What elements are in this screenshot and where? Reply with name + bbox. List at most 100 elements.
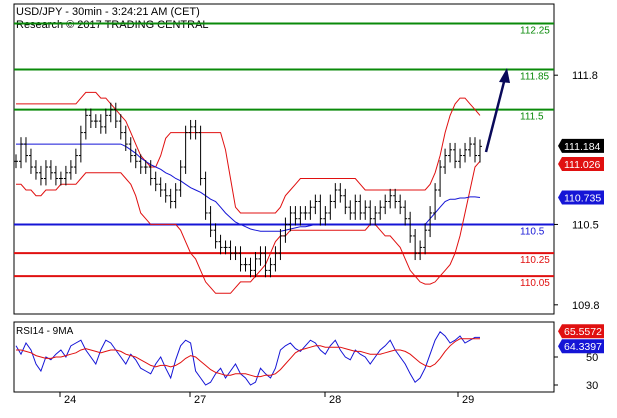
price-bar [373, 206, 378, 226]
price-bar [143, 160, 148, 174]
price-bar [273, 246, 278, 272]
price-bar [348, 200, 353, 220]
price-bar [128, 137, 133, 163]
price-badge-0: 111.184 [558, 138, 604, 153]
price-bar [28, 148, 33, 174]
price-bar [63, 165, 68, 186]
price-bar [398, 194, 403, 215]
price-bar [218, 234, 223, 255]
price-bar [428, 206, 433, 238]
svg-text:65.5572: 65.5572 [564, 326, 602, 338]
price-bar [383, 194, 388, 215]
price-bar [203, 171, 208, 220]
price-bar [453, 142, 458, 169]
level-label-1: 111.85 [520, 71, 550, 82]
svg-text:111.184: 111.184 [564, 141, 601, 153]
rsi-lines [15, 331, 480, 386]
price-bar [393, 188, 398, 209]
price-bar [343, 188, 348, 215]
price-bar [14, 154, 18, 169]
price-bar [473, 137, 478, 163]
price-bar [73, 148, 78, 174]
svg-text:110.735: 110.735 [564, 192, 601, 204]
price-bar [148, 160, 153, 186]
level-label-5: 110.05 [520, 278, 550, 289]
price-badge-2: 110.735 [558, 190, 604, 205]
price-bar [323, 206, 328, 226]
price-bar [178, 160, 183, 197]
price-bar [458, 148, 463, 169]
bollinger-upper-line [16, 91, 481, 214]
price-bar [243, 257, 248, 272]
price-bar [328, 194, 333, 220]
price-bar [253, 252, 258, 278]
x-tick-label: 29 [462, 394, 474, 406]
indicator-lines [16, 91, 481, 294]
price-bar [278, 229, 283, 261]
price-bar [78, 125, 83, 163]
price-bar [23, 137, 28, 163]
price-bar [183, 125, 188, 174]
price-bar [43, 160, 48, 186]
price-bar [193, 119, 198, 140]
price-bar [113, 102, 118, 128]
rsi-line [15, 331, 480, 386]
price-bar [463, 142, 468, 163]
forecast-arrow [484, 68, 510, 153]
price-bar [268, 257, 273, 278]
chart-title: USD/JPY - 30min - 3:24:21 AM (CET) [16, 6, 200, 18]
price-bar [308, 200, 313, 220]
price-bar [363, 200, 368, 220]
rsi-ma-line [16, 338, 480, 378]
price-bar [83, 108, 88, 140]
price-bar [248, 257, 253, 278]
support-resistance-levels: 112.25 111.85 111.5 110.5 110.25 110.05 [14, 22, 554, 289]
price-bar [448, 142, 453, 163]
svg-text:64.3397: 64.3397 [564, 341, 602, 353]
price-bar [388, 188, 393, 209]
price-bar [238, 246, 243, 272]
price-bar [438, 160, 443, 197]
price-bar [318, 194, 323, 226]
price-bar [123, 125, 128, 151]
price-bar [58, 171, 63, 186]
price-bar [153, 171, 158, 192]
price-bar [163, 183, 168, 203]
price-bar [138, 154, 143, 174]
price-bar [413, 229, 418, 261]
level-label-2: 111.5 [520, 112, 544, 123]
price-bar [303, 206, 308, 220]
price-bar [423, 223, 428, 255]
price-bar [403, 200, 408, 226]
price-bar [283, 217, 288, 243]
price-bar [468, 137, 473, 157]
level-label-4: 110.25 [520, 255, 550, 266]
price-bar [233, 246, 238, 261]
price-bar [418, 240, 423, 261]
price-bar [293, 206, 298, 226]
price-y-tick-label: 109.8 [572, 300, 600, 312]
price-bar [478, 139, 482, 163]
price-bar [38, 165, 43, 186]
x-tick-label: 24 [64, 394, 76, 406]
price-bar [133, 148, 138, 169]
rsi-panel-frame [13, 321, 555, 393]
price-bar [48, 160, 53, 180]
price-bar [368, 200, 373, 226]
price-bar [378, 200, 383, 220]
price-bar [288, 206, 293, 232]
price-bar [313, 194, 318, 215]
price-bar [338, 183, 343, 203]
axes: 111.8 110.5 109.8 30 50 24 27 28 29 [59, 70, 600, 406]
rsi-badge-1: 64.3397 [558, 339, 604, 354]
price-bar [333, 183, 338, 209]
price-bar [168, 188, 173, 209]
bollinger-lower-line [16, 160, 481, 294]
chart-subtitle: Research © 2017 TRADING CENTRAL [16, 19, 209, 31]
price-bar [358, 194, 363, 220]
price-bar [223, 240, 228, 255]
price-bar [118, 114, 123, 140]
price-bar [228, 240, 233, 261]
price-bar [298, 206, 303, 226]
